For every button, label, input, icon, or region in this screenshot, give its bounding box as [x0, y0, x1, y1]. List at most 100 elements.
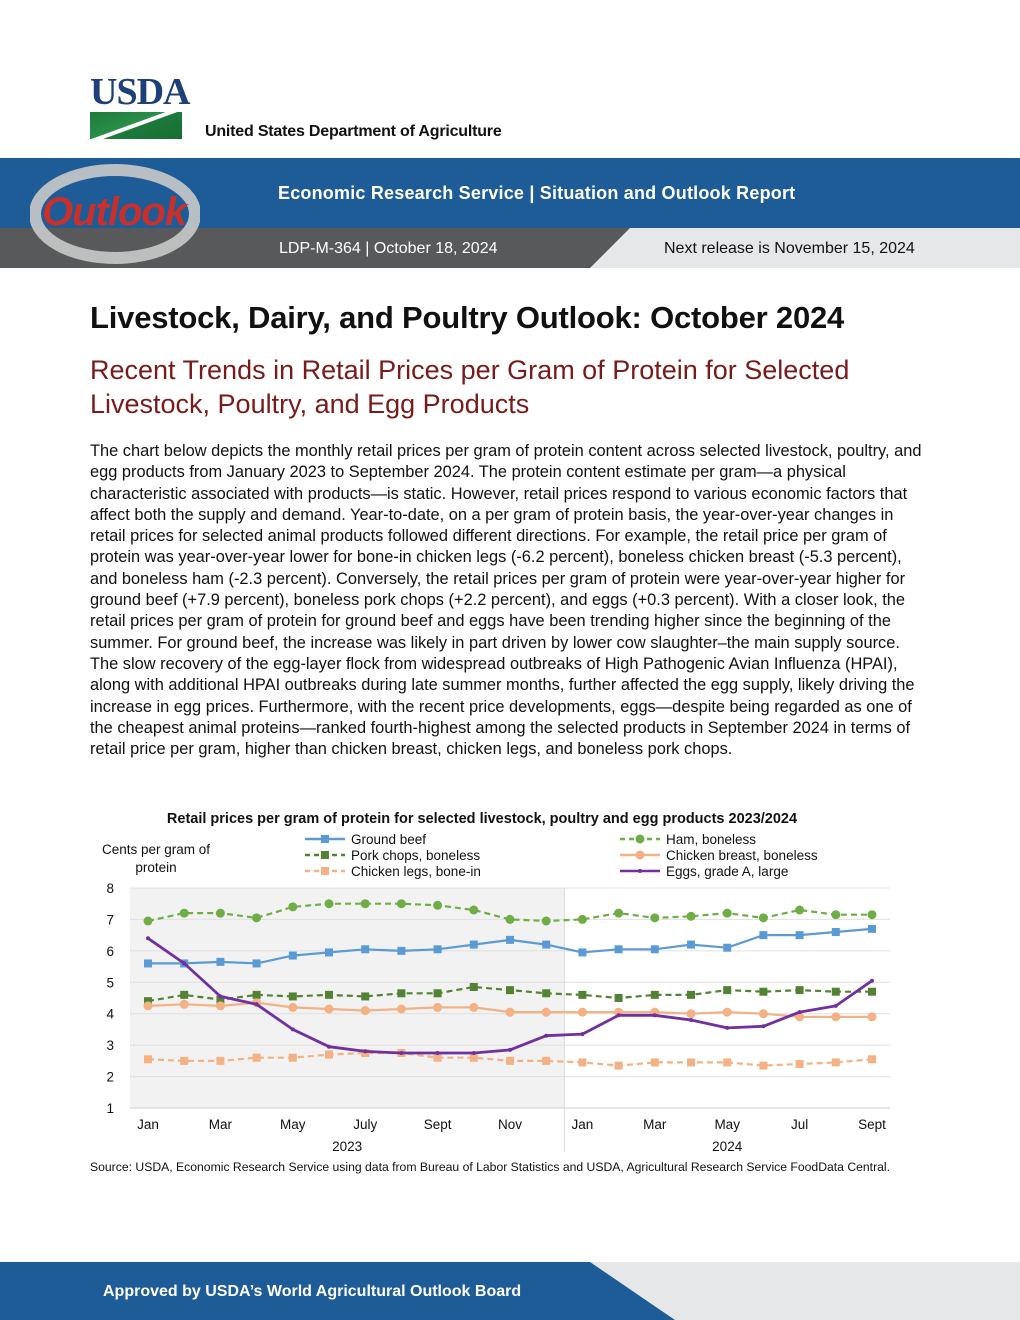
source-note: Source: USDA, Economic Research Service …	[90, 1160, 891, 1174]
x-tick-label: Sept	[424, 1117, 452, 1132]
data-point	[577, 1007, 587, 1017]
data-point	[723, 986, 732, 995]
data-point	[252, 913, 262, 923]
data-point	[831, 1058, 840, 1067]
series-line	[147, 902, 872, 923]
legend-label: Chicken breast, boneless	[666, 848, 818, 863]
data-point	[361, 945, 370, 954]
data-point	[650, 945, 659, 954]
data-point	[759, 1061, 768, 1070]
data-point	[143, 916, 153, 926]
data-point	[723, 943, 732, 952]
data-point	[722, 1007, 732, 1017]
chart-svg: Retail prices per gram of protein for se…	[102, 811, 890, 1154]
data-point	[360, 899, 370, 909]
y-tick-label: 4	[106, 1007, 114, 1022]
data-point	[686, 1009, 696, 1019]
data-point	[146, 936, 150, 941]
data-point	[578, 948, 587, 957]
data-point	[831, 910, 841, 920]
y-tick-label: 7	[106, 912, 114, 927]
data-point	[542, 1056, 551, 1065]
data-point	[542, 989, 551, 998]
usda-logo: USDA	[90, 71, 190, 140]
data-point	[541, 1007, 551, 1017]
data-point	[833, 1003, 838, 1008]
data-point	[795, 1012, 805, 1022]
data-point	[652, 1013, 657, 1018]
data-point	[179, 999, 189, 1009]
shaded-2023-region	[130, 888, 565, 1108]
data-point	[868, 1055, 876, 1064]
data-point	[541, 916, 551, 926]
y-tick-label: 8	[106, 881, 114, 896]
data-point	[215, 1001, 225, 1011]
legend-marker	[321, 851, 329, 859]
data-point	[506, 935, 514, 944]
data-point	[577, 914, 587, 924]
data-point	[469, 1002, 479, 1012]
data-point	[650, 913, 660, 923]
retail-price-chart: Retail prices per gram of protein for se…	[90, 806, 940, 1166]
data-point	[650, 990, 659, 999]
legend-label: Pork chops, boneless	[351, 848, 480, 863]
data-point	[288, 951, 297, 960]
y-tick-label: 3	[106, 1038, 114, 1053]
data-point	[868, 987, 876, 996]
data-point	[870, 978, 874, 983]
next-release: Next release is November 15, 2024	[664, 240, 915, 257]
data-point	[723, 1058, 732, 1067]
banner-top	[0, 158, 1020, 228]
report-id: LDP-M-364 | October 18, 2024	[279, 240, 498, 257]
data-point	[831, 987, 840, 996]
data-point	[363, 1049, 368, 1054]
data-point	[179, 908, 189, 918]
chart-title: Retail prices per gram of protein for se…	[167, 811, 797, 827]
data-point	[722, 908, 732, 918]
data-point	[396, 1004, 406, 1014]
data-point	[252, 1053, 261, 1062]
data-point	[758, 1009, 768, 1019]
data-point	[469, 940, 478, 949]
data-point	[795, 986, 804, 995]
data-point	[689, 1018, 693, 1022]
document-title: Livestock, Dairy, and Poultry Outlook: O…	[90, 300, 845, 335]
data-point	[435, 1051, 440, 1055]
x-tick-label: Jan	[137, 1117, 159, 1132]
data-point	[180, 990, 189, 999]
data-point	[725, 1025, 730, 1030]
data-point	[795, 1060, 804, 1068]
data-point	[252, 959, 261, 968]
data-point	[399, 1051, 404, 1055]
body-paragraph: The chart below depicts the monthly reta…	[90, 442, 922, 759]
data-point	[215, 908, 225, 918]
x-tick-label: May	[714, 1117, 740, 1132]
usda-logo-text: USDA	[90, 71, 190, 113]
x-tick-label: Jul	[791, 1117, 808, 1132]
data-point	[216, 1056, 225, 1065]
data-point	[469, 983, 478, 991]
data-point	[144, 1055, 152, 1064]
data-point	[795, 931, 804, 940]
data-point	[687, 990, 695, 999]
data-point	[143, 1001, 153, 1011]
data-point	[433, 900, 443, 910]
data-point	[397, 989, 406, 998]
data-point	[180, 1056, 189, 1065]
data-point	[831, 1012, 841, 1022]
x-tick-label: Jan	[572, 1117, 594, 1132]
data-point	[182, 961, 187, 966]
data-point	[324, 899, 334, 909]
y-axis-label: protein	[135, 860, 176, 875]
data-point	[795, 905, 805, 915]
data-point	[614, 908, 624, 918]
year-label: 2024	[712, 1139, 743, 1154]
data-point	[218, 994, 223, 999]
data-point	[614, 1061, 623, 1070]
data-point	[578, 990, 587, 999]
agency-name: United States Department of Agriculture	[205, 123, 502, 140]
data-point	[290, 1027, 295, 1032]
data-point	[505, 1007, 515, 1017]
x-tick-label: Mar	[643, 1117, 667, 1132]
y-axis-label: Cents per gram of	[102, 842, 210, 857]
